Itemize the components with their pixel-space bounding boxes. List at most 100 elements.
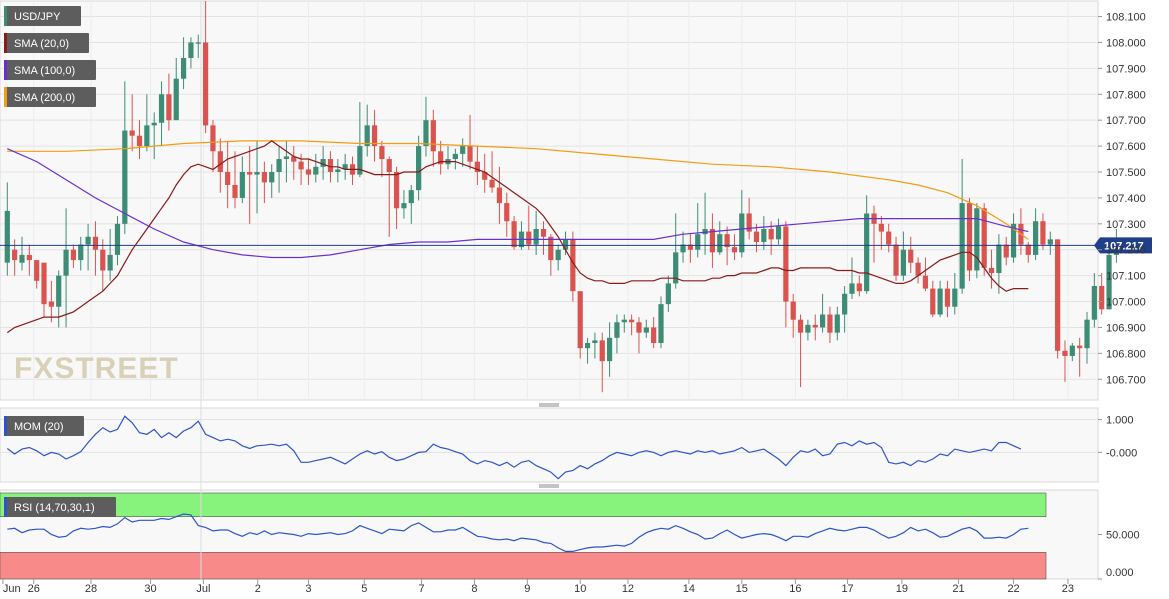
candle-down (203, 42, 209, 126)
candle-up (695, 234, 701, 250)
candle-down (753, 231, 760, 242)
candle-up (533, 229, 539, 245)
legend-mom-swatch (4, 416, 7, 436)
candle-down (783, 226, 789, 302)
candle-up (900, 249, 906, 276)
y-tick-label: 107.400 (1106, 193, 1146, 205)
candle-down (379, 146, 385, 160)
candle-up (452, 153, 458, 160)
candle-down (856, 283, 862, 292)
candle-down (474, 161, 480, 172)
candle-up (188, 42, 194, 58)
candle-up (4, 210, 10, 263)
y-tick-label: 106.900 (1106, 322, 1146, 334)
candle-down (1040, 221, 1046, 245)
candle-up (584, 343, 591, 349)
candle-up (342, 164, 348, 170)
sma200-line (7, 140, 1029, 240)
x-tick-label: 15 (736, 583, 748, 595)
candle-up (952, 288, 958, 307)
x-tick-label: 14 (683, 583, 695, 595)
rsi-overbought-zone (0, 492, 1047, 518)
legend-sma100[interactable]: SMA (100,0) (4, 60, 96, 80)
legend-symbol-label: USD/JPY (14, 11, 61, 23)
candle-up (78, 244, 84, 261)
x-tick-label: 17 (841, 583, 853, 595)
y-tick-label: 106.700 (1106, 374, 1146, 386)
panel-resize-handle[interactable] (539, 403, 559, 407)
candle-down (298, 161, 304, 170)
candle-down (886, 231, 892, 245)
legend-sma200-label: SMA (200,0) (14, 92, 75, 104)
candle-up (1069, 345, 1075, 356)
y-tick-label: 108.100 (1106, 12, 1146, 24)
legend-symbol-swatch (4, 6, 7, 26)
price-panel (0, 0, 1099, 401)
candle-down (136, 135, 143, 147)
panel-resize-handle[interactable] (539, 484, 559, 488)
candle-down (944, 288, 951, 307)
y-tick-label: 107.600 (1106, 141, 1146, 153)
candle-up (819, 314, 826, 328)
candle-down (504, 203, 510, 222)
rsi-oversold-zone (0, 551, 1047, 580)
candle-up (805, 324, 811, 333)
legend-mom-label: MOM (20) (14, 421, 64, 433)
candle-up (313, 166, 319, 175)
candle-up (702, 229, 708, 235)
legend-symbol[interactable]: USD/JPY (4, 6, 81, 26)
legend-sma20[interactable]: SMA (20,0) (4, 33, 89, 53)
y-tick-label: -0.000 (1106, 447, 1137, 459)
candle-down (1025, 244, 1031, 255)
candle-down (70, 249, 77, 261)
x-tick-label: 12 (622, 583, 634, 595)
candle-up (122, 130, 128, 224)
candle-up (834, 314, 840, 333)
current-price-badge-bg (1094, 237, 1152, 254)
candle-down (797, 319, 804, 333)
candle-down (247, 172, 253, 175)
candle-down (540, 229, 547, 237)
candle-up (364, 125, 370, 147)
candle-down (988, 267, 995, 274)
candle-up (562, 239, 569, 250)
candle-up (673, 252, 679, 284)
candle-down (438, 151, 444, 165)
candle-up (151, 122, 157, 126)
candle-down (893, 244, 899, 276)
candle-up (621, 319, 627, 323)
candle-down (166, 94, 172, 121)
x-tick-label: 9 (524, 583, 530, 595)
x-tick-label: 3 (305, 583, 311, 595)
x-tick-label: 19 (896, 583, 908, 595)
legend-mom[interactable]: MOM (20) (4, 416, 84, 436)
candle-down (92, 236, 99, 250)
candle-down (327, 159, 334, 172)
candle-down (430, 120, 436, 152)
x-tick-label: 30 (144, 583, 156, 595)
legend-sma200[interactable]: SMA (200,0) (4, 87, 96, 107)
x-tick-label: 7 (418, 583, 424, 595)
candle-up (658, 304, 664, 343)
candle-down (908, 249, 914, 263)
candle-down (217, 151, 223, 172)
candle-down (291, 156, 297, 162)
x-tick-label: 21 (952, 583, 964, 595)
candle-up (996, 244, 1002, 274)
candle-up (239, 172, 245, 198)
candle-up (63, 249, 69, 276)
candle-down (709, 229, 716, 253)
candle-down (305, 169, 312, 175)
y-tick-label: 50.000 (1106, 530, 1140, 542)
candle-up (937, 288, 943, 315)
momentum-panel (0, 407, 1099, 483)
momentum-line (6, 415, 1022, 480)
candle-up (180, 58, 187, 79)
legend-rsi[interactable]: RSI (14,70,30,1) (4, 497, 116, 517)
candle-up (592, 340, 598, 343)
candle-up (107, 254, 113, 271)
candle-down (48, 301, 54, 307)
candle-down (966, 203, 973, 271)
legend-rsi-bg (4, 497, 116, 517)
